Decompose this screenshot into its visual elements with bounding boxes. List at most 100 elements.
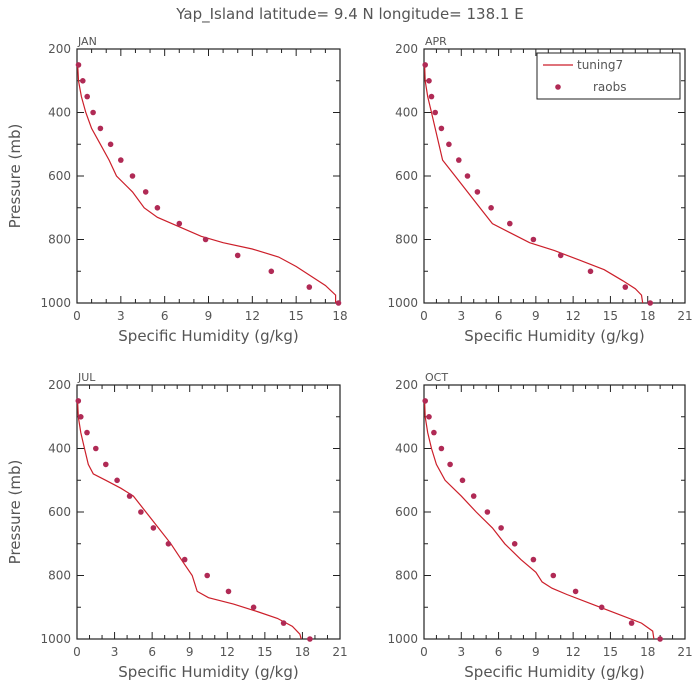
obs-point — [80, 78, 86, 84]
y-tick-label: 1000 — [387, 632, 418, 646]
obs-point — [204, 572, 210, 579]
x-tick-label: 3 — [457, 645, 465, 659]
obs-point — [114, 477, 120, 484]
x-tick-label: 6 — [495, 645, 503, 659]
obs-point — [307, 636, 313, 642]
x-tick-label: 6 — [148, 645, 156, 659]
series-line-tuning7 — [77, 64, 337, 303]
obs-point — [587, 268, 594, 275]
plot-frame — [76, 384, 341, 640]
x-axis-label: Specific Humidity (g/kg) — [118, 663, 298, 681]
obs-point — [488, 205, 494, 211]
y-tick-label: 600 — [48, 505, 71, 519]
x-tick-label: 12 — [566, 645, 581, 659]
obs-point — [428, 93, 435, 100]
y-axis-label: Pressure (mb) — [6, 124, 24, 229]
obs-point — [422, 62, 429, 68]
obs-point — [447, 461, 453, 468]
obs-point — [225, 588, 232, 595]
y-tick-label: 200 — [395, 42, 418, 56]
obs-point — [628, 620, 635, 626]
obs-point — [84, 93, 90, 100]
x-tick-label: 0 — [420, 645, 428, 659]
x-tick-label: 6 — [161, 309, 169, 323]
x-axis-label: Specific Humidity (g/kg) — [118, 327, 298, 345]
y-tick-label: 1000 — [387, 296, 418, 310]
obs-point — [250, 604, 257, 611]
series-line-tuning7 — [424, 64, 644, 304]
y-tick-label: 800 — [48, 233, 71, 247]
obs-point — [154, 205, 161, 211]
x-axis-label: Specific Humidity (g/kg) — [464, 327, 644, 345]
x-axis-label: Specific Humidity (g/kg) — [464, 663, 644, 681]
x-tick-label: 12 — [220, 645, 235, 659]
y-tick-label: 600 — [395, 505, 418, 519]
legend-model-label: tuning7 — [577, 58, 623, 72]
x-tick-label: 3 — [457, 309, 465, 323]
obs-point — [459, 477, 466, 484]
x-tick-label: 9 — [532, 645, 540, 659]
legend-obs-label: raobs — [593, 80, 627, 94]
x-tick-label: 15 — [603, 645, 618, 659]
obs-point — [93, 445, 99, 452]
panel-label: OCT — [425, 371, 448, 384]
x-tick-label: 18 — [332, 309, 347, 323]
x-tick-label: 18 — [640, 309, 655, 323]
obs-point — [84, 429, 90, 436]
obs-point — [464, 173, 471, 179]
obs-point — [78, 414, 84, 420]
obs-point — [426, 78, 432, 84]
obs-point — [598, 604, 605, 611]
y-tick-label: 800 — [395, 233, 418, 247]
y-tick-label: 600 — [395, 169, 418, 183]
y-axis-label: Pressure (mb) — [6, 460, 24, 565]
obs-point — [422, 398, 429, 404]
obs-point — [426, 414, 432, 420]
obs-point — [142, 189, 149, 195]
y-tick-label: 400 — [395, 106, 418, 120]
obs-point — [107, 141, 114, 148]
obs-point — [530, 236, 537, 243]
obs-point — [470, 493, 477, 499]
x-tick-label: 21 — [677, 645, 692, 659]
y-tick-label: 200 — [48, 378, 71, 392]
x-tick-label: 3 — [111, 645, 119, 659]
obs-point — [474, 189, 481, 195]
obs-point — [507, 220, 513, 227]
obs-point — [432, 109, 439, 116]
x-tick-label: 9 — [186, 645, 194, 659]
obs-point — [268, 268, 275, 275]
x-tick-label: 9 — [205, 309, 213, 323]
obs-point — [572, 588, 579, 595]
obs-point — [234, 252, 241, 259]
obs-point — [657, 636, 663, 642]
legend-marker-swatch — [555, 84, 561, 90]
obs-point — [165, 541, 172, 547]
y-tick-label: 200 — [48, 42, 71, 56]
x-tick-label: 15 — [603, 309, 618, 323]
legend: tuning7 raobs — [536, 52, 681, 100]
x-tick-label: 6 — [495, 309, 503, 323]
obs-point — [446, 141, 452, 148]
series-line-tuning7 — [77, 400, 302, 640]
y-tick-label: 200 — [395, 378, 418, 392]
x-tick-label: 3 — [117, 309, 125, 323]
obs-point — [138, 509, 144, 515]
x-tick-label: 12 — [245, 309, 260, 323]
obs-point — [75, 398, 82, 404]
x-tick-label: 0 — [420, 309, 428, 323]
obs-point — [511, 541, 518, 547]
obs-point — [530, 556, 537, 563]
y-tick-label: 800 — [395, 569, 418, 583]
y-tick-label: 1000 — [40, 296, 71, 310]
y-tick-label: 600 — [48, 169, 71, 183]
x-tick-label: 15 — [289, 309, 304, 323]
x-tick-label: 9 — [532, 309, 540, 323]
obs-point — [557, 252, 564, 259]
obs-point — [90, 109, 96, 116]
x-tick-label: 18 — [295, 645, 310, 659]
